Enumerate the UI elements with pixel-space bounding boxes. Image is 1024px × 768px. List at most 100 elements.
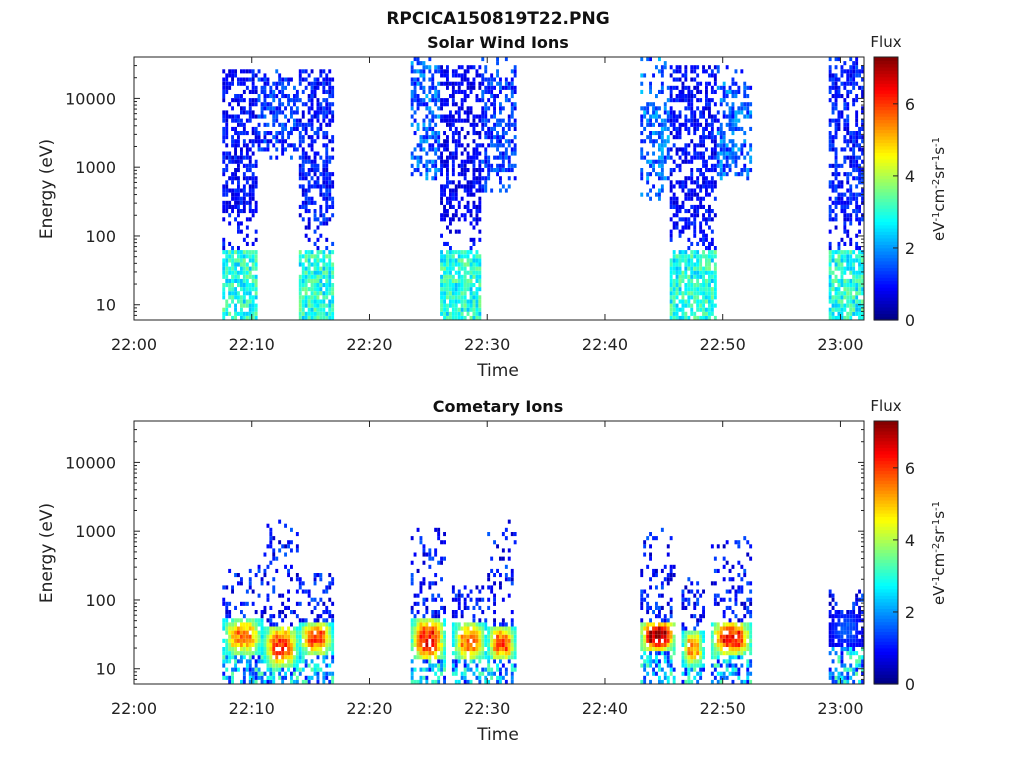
heatmap-cell	[248, 176, 252, 181]
heatmap-cell	[316, 303, 320, 308]
heatmap-cell	[425, 622, 429, 627]
heatmap-cell	[663, 61, 667, 66]
heatmap-cell	[646, 630, 650, 635]
heatmap-cell	[687, 278, 691, 283]
heatmap-cell	[484, 77, 488, 82]
heatmap-cell	[652, 634, 655, 639]
heatmap-cell	[419, 585, 423, 590]
heatmap-cell	[705, 147, 708, 152]
heatmap-cell	[510, 85, 514, 90]
heatmap-cell	[287, 642, 290, 647]
heatmap-cell	[222, 283, 226, 288]
heatmap-cell	[713, 274, 717, 279]
heatmap-cell	[731, 147, 735, 152]
heatmap-cell	[301, 626, 305, 631]
heatmap-cell	[831, 295, 835, 300]
heatmap-cell	[416, 61, 420, 66]
heatmap-cell	[690, 196, 694, 201]
heatmap-cell	[242, 188, 246, 193]
heatmap-cell	[693, 675, 697, 680]
heatmap-cell	[319, 81, 323, 86]
heatmap-cell	[316, 258, 320, 263]
heatmap-cell	[449, 188, 452, 193]
heatmap-cell	[443, 291, 446, 296]
heatmap-cell	[251, 651, 255, 656]
heatmap-cell	[222, 77, 226, 82]
heatmap-cell	[499, 671, 502, 676]
heatmap-cell	[831, 77, 835, 82]
heatmap-cell	[687, 89, 691, 94]
heatmap-cell	[322, 135, 326, 140]
heatmap-cell	[284, 638, 287, 643]
heatmap-cell	[855, 209, 859, 214]
heatmap-cell	[304, 204, 308, 209]
heatmap-cell	[422, 577, 426, 582]
heatmap-cell	[722, 151, 726, 156]
heatmap-cell	[269, 605, 273, 610]
heatmap-cell	[263, 81, 267, 86]
heatmap-cell	[513, 73, 517, 78]
heatmap-cell	[281, 675, 285, 680]
colorbar-segment	[874, 293, 898, 298]
heatmap-cell	[234, 250, 237, 255]
heatmap-cell	[690, 638, 694, 643]
heatmap-cell	[719, 102, 723, 107]
heatmap-cell	[284, 85, 287, 90]
heatmap-cell	[460, 81, 464, 86]
heatmap-cell	[693, 217, 697, 222]
heatmap-cell	[669, 307, 673, 312]
heatmap-cell	[487, 126, 491, 131]
heatmap-cell	[690, 581, 694, 586]
heatmap-cell	[257, 651, 261, 656]
heatmap-cell	[843, 270, 847, 275]
heatmap-cell	[693, 229, 697, 234]
heatmap-cell	[316, 651, 320, 656]
heatmap-cell	[731, 143, 735, 148]
heatmap-cell	[434, 139, 438, 144]
heatmap-cell	[681, 299, 685, 304]
heatmap-cell	[460, 311, 464, 316]
heatmap-cell	[649, 642, 652, 647]
heatmap-cell	[652, 159, 655, 164]
heatmap-cell	[696, 262, 700, 267]
heatmap-cell	[446, 283, 449, 288]
heatmap-cell	[684, 315, 688, 320]
heatmap-cell	[322, 303, 326, 308]
heatmap-cell	[304, 196, 308, 201]
heatmap-cell	[496, 655, 499, 660]
heatmap-cell	[454, 258, 458, 263]
heatmap-cell	[513, 147, 517, 152]
heatmap-cell	[266, 597, 270, 602]
heatmap-cell	[702, 233, 705, 238]
heatmap-cell	[487, 577, 491, 582]
heatmap-cell	[684, 77, 688, 82]
heatmap-cell	[681, 151, 685, 156]
heatmap-cell	[463, 679, 467, 684]
heatmap-cell	[478, 159, 482, 164]
heatmap-cell	[284, 671, 287, 676]
heatmap-cell	[260, 89, 264, 94]
heatmap-cell	[834, 106, 838, 111]
heatmap-cell	[493, 102, 496, 107]
heatmap-cell	[837, 250, 841, 255]
heatmap-cell	[451, 659, 455, 664]
heatmap-cell	[225, 118, 229, 123]
heatmap-cell	[266, 663, 270, 668]
heatmap-cell	[240, 278, 243, 283]
heatmap-cell	[257, 564, 261, 569]
heatmap-cell	[293, 663, 296, 668]
heatmap-cell	[513, 176, 517, 181]
heatmap-cell	[469, 258, 473, 263]
heatmap-cell	[449, 126, 452, 131]
heatmap-cell	[260, 634, 264, 639]
heatmap-cell	[658, 679, 661, 684]
heatmap-cell	[413, 634, 417, 639]
heatmap-cell	[669, 274, 673, 279]
heatmap-cell	[463, 188, 467, 193]
heatmap-cell	[640, 114, 644, 119]
heatmap-cell	[475, 114, 479, 119]
heatmap-cell	[234, 605, 237, 610]
heatmap-cell	[710, 114, 714, 119]
heatmap-cell	[649, 622, 652, 627]
heatmap-cell	[251, 601, 255, 606]
